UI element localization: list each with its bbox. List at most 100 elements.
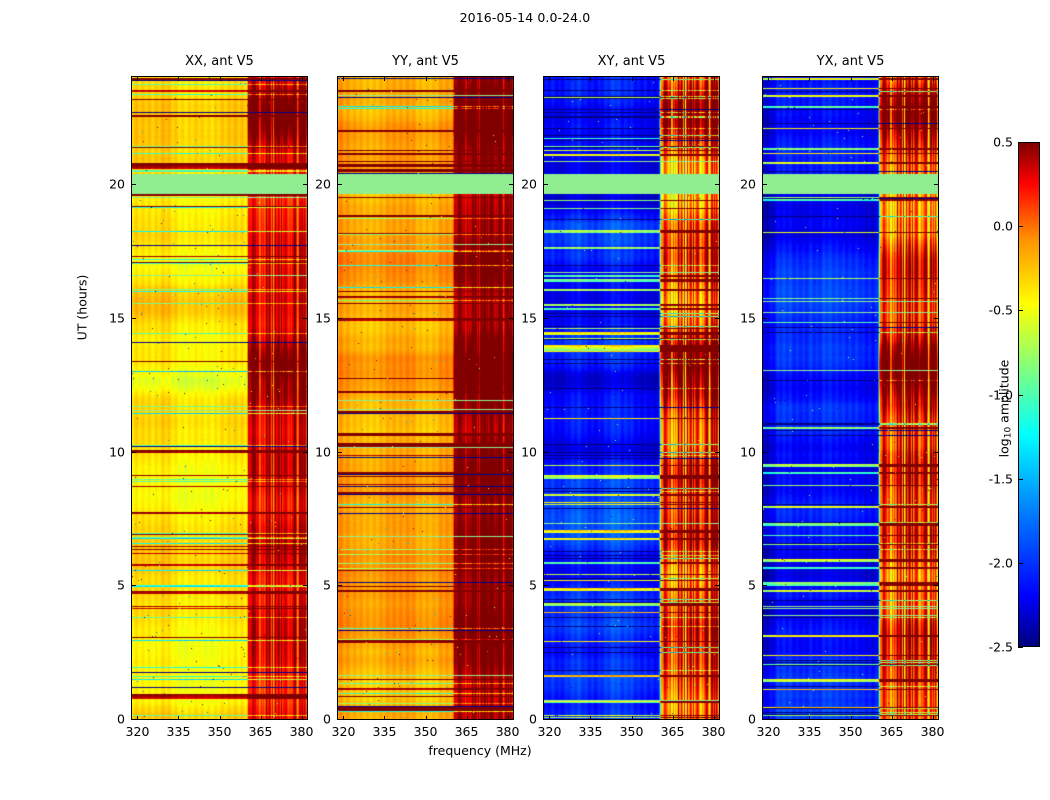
figure-suptitle: 2016-05-14 0.0-24.0	[459, 10, 591, 25]
y-tick-mark	[715, 585, 719, 587]
y-tick-mark	[338, 719, 342, 720]
x-tick-label: 335	[578, 724, 603, 739]
panel-title-xy: XY, ant V5	[597, 54, 666, 69]
x-tick-mark	[466, 716, 468, 720]
x-tick-mark	[590, 77, 592, 81]
y-tick-label: 20	[109, 176, 125, 192]
y-tick-mark	[544, 585, 548, 587]
x-tick-mark	[178, 77, 180, 81]
x-tick-mark	[260, 77, 262, 81]
y-tick-mark	[934, 585, 938, 587]
y-tick-mark	[715, 184, 719, 185]
y-tick-mark	[544, 719, 548, 720]
x-tick-label: 365	[248, 724, 273, 739]
x-tick-mark	[301, 716, 303, 720]
y-tick-label: 15	[521, 310, 537, 326]
y-tick-label: 20	[740, 176, 756, 192]
x-tick-label: 335	[797, 724, 822, 739]
x-tick-mark	[713, 716, 715, 720]
x-tick-label: 320	[756, 724, 781, 739]
waterfall-panel-xx[interactable]	[131, 76, 308, 720]
colorbar-tick-label: 0.5	[993, 134, 1013, 150]
y-tick-mark	[509, 184, 513, 185]
x-tick-label: 335	[166, 724, 191, 739]
y-tick-mark	[338, 317, 342, 319]
waterfall-panel-yy[interactable]	[337, 76, 514, 720]
x-tick-mark	[466, 77, 468, 81]
x-tick-label: 380	[289, 724, 314, 739]
y-tick-label: 5	[117, 577, 125, 593]
y-tick-label: 20	[315, 176, 331, 192]
y-tick-mark	[934, 184, 938, 185]
y-tick-mark	[509, 585, 513, 587]
y-tick-label: 15	[740, 310, 756, 326]
y-axis-label: UT (hours)	[74, 274, 90, 341]
x-tick-mark	[343, 716, 345, 720]
y-tick-label: 5	[323, 577, 331, 593]
x-tick-mark	[891, 77, 893, 81]
x-tick-mark	[219, 716, 221, 720]
x-tick-mark	[260, 716, 262, 720]
x-axis-label: frequency (MHz)	[428, 743, 532, 758]
y-tick-mark	[303, 451, 307, 453]
colorbar-tick-mark	[1018, 310, 1023, 312]
x-tick-mark	[549, 716, 551, 720]
y-tick-label: 0	[117, 711, 125, 727]
x-tick-mark	[219, 77, 221, 81]
waterfall-panel-xy[interactable]	[543, 76, 720, 720]
y-tick-mark	[715, 451, 719, 453]
y-tick-label: 10	[109, 444, 125, 459]
y-tick-mark	[763, 317, 767, 319]
colorbar-tick-label: -0.5	[988, 302, 1013, 318]
y-tick-mark	[544, 451, 548, 453]
waterfall-panel-yx[interactable]	[762, 76, 939, 720]
y-tick-mark	[132, 184, 136, 185]
waterfall-image-xx	[132, 77, 307, 719]
colorbar-label-subscript: 10	[1003, 426, 1014, 439]
y-tick-mark	[338, 585, 342, 587]
x-tick-mark	[425, 716, 427, 720]
x-tick-mark	[343, 77, 345, 81]
y-tick-mark	[715, 719, 719, 720]
y-tick-mark	[132, 585, 136, 587]
y-tick-mark	[303, 317, 307, 319]
y-tick-mark	[338, 184, 342, 185]
colorbar-tick-mark	[1018, 142, 1023, 143]
colorbar-tick-label: -1.5	[988, 471, 1013, 487]
colorbar-tick-label: -1.0	[988, 387, 1013, 402]
y-tick-label: 15	[315, 310, 331, 326]
y-tick-mark	[934, 317, 938, 319]
colorbar-tick-mark	[1018, 226, 1023, 228]
y-tick-mark	[544, 184, 548, 185]
y-tick-mark	[763, 719, 767, 720]
x-tick-mark	[768, 77, 770, 81]
y-tick-mark	[509, 719, 513, 720]
x-tick-mark	[507, 716, 509, 720]
y-tick-mark	[715, 317, 719, 319]
y-tick-mark	[763, 184, 767, 185]
colorbar-label-suffix: amplitude	[996, 359, 1012, 427]
y-tick-mark	[132, 451, 136, 453]
y-tick-mark	[303, 184, 307, 185]
x-tick-mark	[137, 77, 139, 81]
x-tick-label: 320	[537, 724, 562, 739]
y-tick-label: 0	[529, 711, 537, 727]
y-tick-label: 10	[521, 444, 537, 459]
x-tick-mark	[672, 77, 674, 81]
y-tick-mark	[544, 317, 548, 319]
x-tick-mark	[713, 77, 715, 81]
y-tick-label: 5	[748, 577, 756, 593]
x-tick-mark	[932, 77, 934, 81]
colorbar-tick-mark	[1018, 562, 1023, 564]
x-tick-label: 380	[701, 724, 726, 739]
panel-title-xx: XX, ant V5	[185, 54, 254, 69]
x-tick-mark	[631, 716, 633, 720]
x-tick-mark	[549, 77, 551, 81]
y-tick-label: 5	[529, 577, 537, 593]
x-tick-label: 320	[125, 724, 150, 739]
y-tick-mark	[934, 719, 938, 720]
y-tick-label: 0	[323, 711, 331, 727]
x-tick-mark	[384, 77, 386, 81]
x-tick-mark	[768, 716, 770, 720]
colorbar-tick-mark	[1018, 394, 1023, 396]
